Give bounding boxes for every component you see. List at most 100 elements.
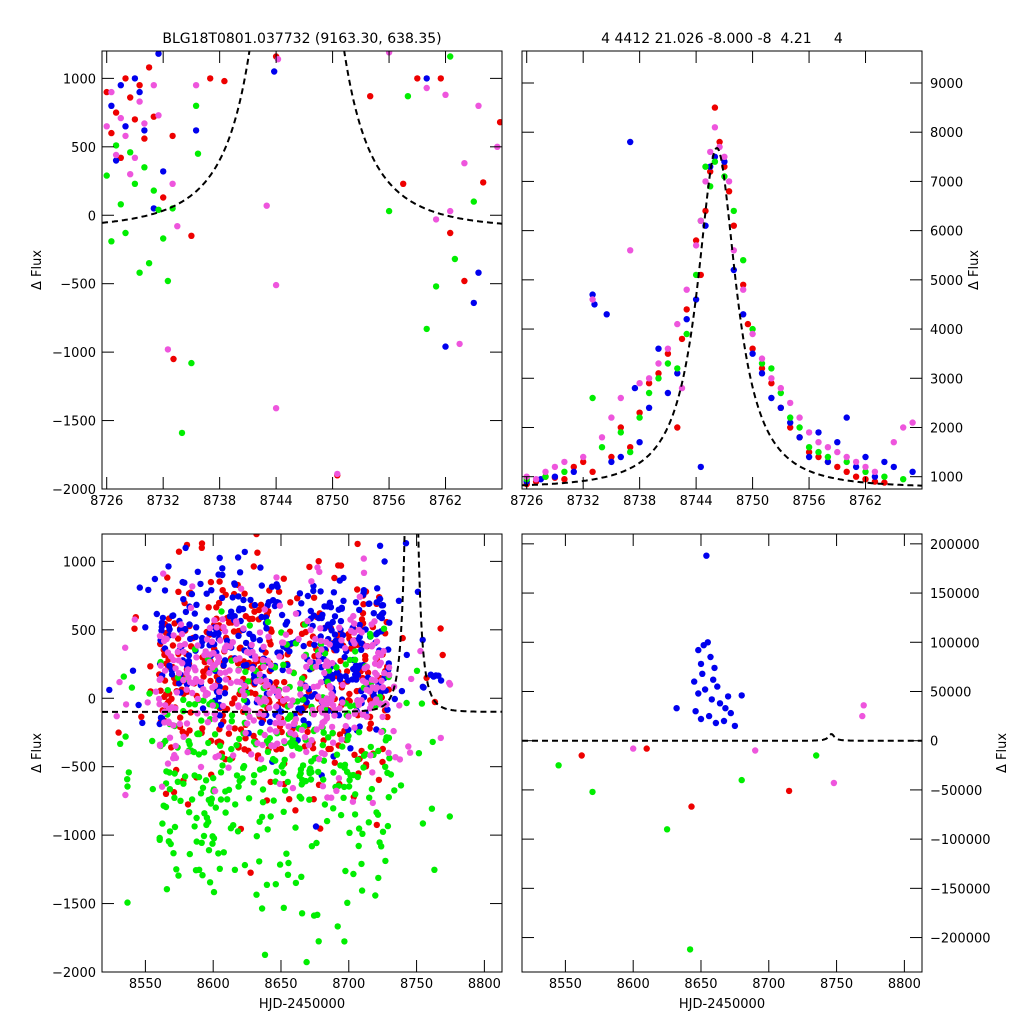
point-green — [815, 448, 822, 456]
point-green — [155, 206, 162, 213]
point-blue — [591, 301, 598, 308]
point-green — [561, 468, 568, 475]
point-magenta — [326, 641, 333, 648]
x-tick-label: 8726 — [510, 494, 543, 509]
point-green — [124, 783, 131, 790]
point-red — [250, 563, 257, 570]
point-magenta — [359, 677, 367, 684]
point-green — [166, 786, 174, 793]
point-green — [358, 887, 366, 894]
point-green — [211, 731, 219, 738]
point-magenta — [385, 664, 393, 671]
point-magenta — [287, 729, 294, 736]
point-green — [120, 673, 128, 680]
point-green — [264, 618, 272, 626]
point-red — [177, 714, 184, 721]
point-blue — [712, 719, 720, 727]
point-magenta — [824, 444, 832, 451]
point-red — [561, 476, 568, 483]
point-magenta — [369, 769, 376, 776]
point-magenta — [266, 726, 274, 733]
point-magenta — [122, 132, 129, 140]
point-magenta — [315, 693, 322, 700]
point-green — [382, 737, 389, 744]
y-tick-label: 0 — [88, 209, 96, 224]
point-green — [341, 783, 348, 791]
model-curve — [102, 534, 502, 713]
point-magenta — [157, 662, 164, 669]
point-green — [267, 813, 274, 820]
point-magenta — [297, 680, 304, 687]
x-tick-label: 8550 — [549, 977, 582, 992]
y-tick-label: 0 — [88, 692, 96, 707]
point-red — [188, 232, 195, 239]
point-magenta — [276, 780, 284, 788]
point-green — [711, 158, 719, 165]
point-magenta — [381, 669, 388, 677]
point-green — [149, 785, 156, 793]
point-blue — [608, 458, 615, 466]
point-red — [337, 657, 344, 665]
point-blue — [286, 648, 293, 655]
point-magenta — [262, 682, 269, 690]
point-green — [346, 777, 353, 784]
point-green — [193, 838, 200, 845]
point-magenta — [301, 734, 309, 741]
x-tick-label: 8650 — [684, 977, 717, 992]
point-blue — [330, 589, 338, 596]
plot-frame — [521, 533, 923, 973]
point-green — [216, 742, 224, 749]
y-tick-label: 100000 — [930, 636, 980, 651]
point-green — [320, 729, 327, 736]
point-blue — [228, 608, 235, 615]
point-magenta — [211, 617, 218, 624]
point-red — [843, 468, 850, 475]
point-red — [336, 731, 344, 738]
point-magenta — [156, 701, 163, 708]
x-tick-label: 8744 — [680, 494, 713, 509]
points-layer — [103, 51, 502, 479]
point-magenta — [131, 616, 138, 623]
point-green — [136, 269, 143, 276]
point-green — [555, 762, 562, 769]
point-red — [136, 82, 143, 89]
point-green — [170, 850, 177, 857]
point-green — [146, 690, 153, 697]
point-magenta — [437, 734, 444, 742]
point-green — [323, 817, 331, 825]
point-red — [184, 801, 192, 808]
point-blue — [692, 708, 699, 715]
point-green — [198, 839, 205, 846]
point-blue — [219, 571, 226, 579]
point-red — [287, 599, 294, 606]
point-green — [284, 871, 292, 878]
point-green — [843, 458, 850, 466]
point-magenta — [598, 434, 606, 441]
point-green — [164, 687, 171, 694]
point-magenta — [339, 699, 346, 706]
point-magenta — [617, 394, 624, 402]
point-magenta — [333, 787, 340, 794]
point-blue — [391, 695, 398, 703]
point-green — [195, 730, 202, 737]
point-magenta — [242, 729, 249, 737]
point-green — [201, 749, 208, 756]
point-green — [117, 740, 124, 747]
point-red — [664, 350, 672, 357]
point-red — [267, 641, 274, 648]
point-green — [900, 476, 907, 483]
point-blue — [691, 678, 698, 685]
point-magenta — [303, 663, 310, 670]
point-magenta — [290, 720, 298, 728]
point-magenta — [366, 688, 373, 695]
point-blue — [824, 458, 832, 466]
point-blue — [166, 626, 173, 633]
point-green — [219, 762, 226, 769]
point-blue — [834, 439, 841, 446]
point-blue — [112, 157, 120, 164]
point-magenta — [815, 439, 822, 446]
point-magenta — [378, 677, 385, 684]
point-green — [228, 712, 236, 719]
point-magenta — [378, 728, 385, 736]
y-tick-label: 6000 — [930, 225, 963, 240]
